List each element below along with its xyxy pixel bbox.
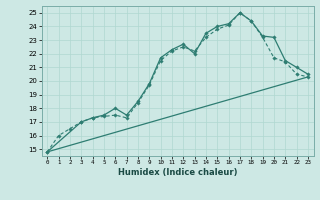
X-axis label: Humidex (Indice chaleur): Humidex (Indice chaleur)	[118, 168, 237, 177]
